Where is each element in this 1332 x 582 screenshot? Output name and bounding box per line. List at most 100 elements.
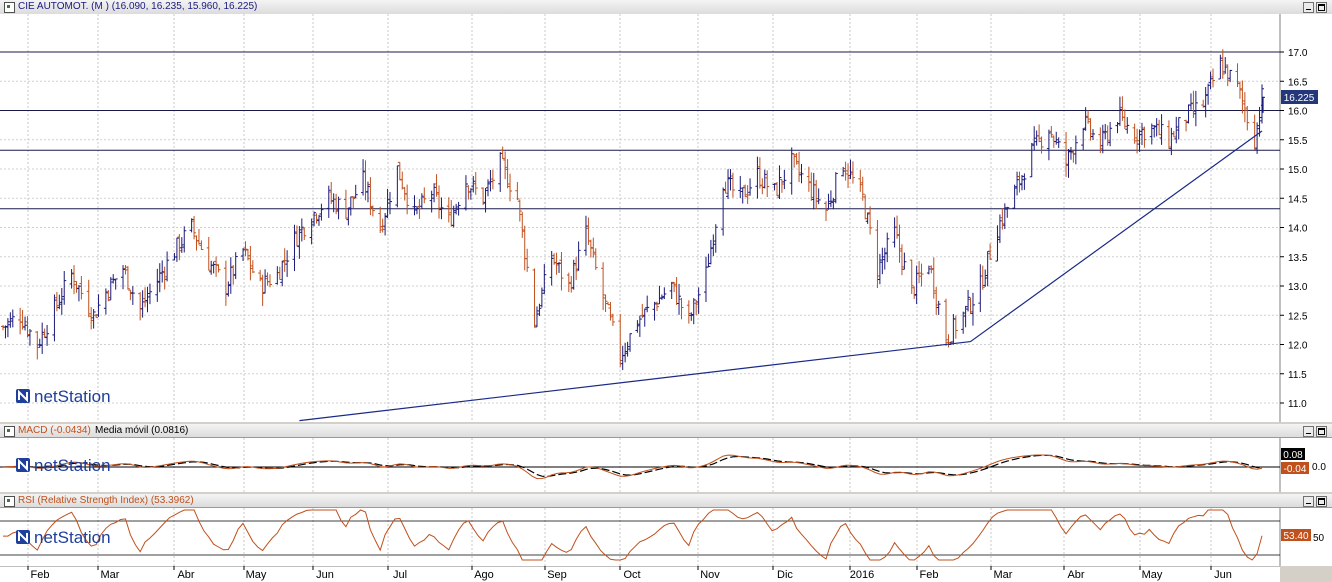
price-bar	[799, 163, 804, 184]
price-bar	[454, 203, 459, 215]
price-bar	[850, 161, 855, 184]
macd-logo-text: netStation	[34, 456, 111, 475]
price-bar	[1211, 68, 1216, 88]
price-bar	[380, 218, 385, 233]
maximize-icon[interactable]	[1316, 2, 1327, 13]
price-bar	[314, 213, 319, 224]
macd-value-badge	[1281, 462, 1309, 474]
price-bar	[223, 260, 228, 306]
price-bar	[456, 201, 461, 216]
price-bar	[405, 184, 410, 215]
macd-value: -0.04	[1284, 464, 1307, 475]
price-bar	[326, 185, 331, 218]
price-bar	[91, 309, 96, 329]
price-panel: CIE AUTOMOT. (M ) (16.090, 16.235, 15.96…	[0, 0, 1332, 422]
price-bar	[412, 195, 417, 216]
price-bar	[517, 199, 522, 222]
price-chart[interactable]: 11.0 11.5 12.0 12.5 13.0 13.5 14.0 14.5 15.0 15.5…	[0, 14, 1332, 422]
last-value-label: 16.225	[1284, 93, 1315, 104]
price-bar	[953, 315, 958, 339]
price-bar	[713, 224, 718, 253]
price-bar	[635, 320, 640, 333]
rsi-value-badge	[1281, 529, 1311, 541]
price-bar	[566, 272, 571, 293]
rsi-minimize-icon[interactable]	[1303, 496, 1314, 507]
price-bar	[490, 169, 495, 190]
price-bar	[370, 205, 375, 217]
price-bar	[422, 187, 427, 204]
price-bar	[1223, 57, 1228, 74]
price-bar	[451, 205, 456, 228]
price-bar	[5, 318, 10, 338]
price-tick-label: 15.5	[1288, 136, 1308, 147]
price-bar	[1137, 129, 1142, 152]
price-bar	[434, 174, 439, 197]
price-bar	[534, 306, 539, 328]
price-bar	[353, 184, 358, 199]
price-bar	[147, 283, 152, 305]
price-bar	[165, 251, 170, 282]
price-bar	[1174, 116, 1179, 144]
price-bar	[481, 187, 486, 206]
macd-minimize-icon[interactable]	[1303, 426, 1314, 437]
minimize-icon[interactable]	[1303, 2, 1314, 13]
x-tick-label: Oct	[623, 569, 640, 581]
price-bar	[1081, 128, 1086, 151]
price-bar	[27, 329, 32, 346]
price-bar	[1157, 119, 1162, 136]
price-bar	[174, 237, 179, 262]
price-bar	[963, 305, 968, 328]
trendline[interactable]	[299, 130, 1263, 422]
price-bar	[902, 252, 907, 270]
price-bar	[86, 279, 91, 318]
x-tick-label: Sep	[547, 569, 567, 581]
price-bar	[1242, 92, 1247, 123]
price-bar	[618, 314, 623, 367]
price-tick-label: 16.0	[1288, 107, 1308, 118]
price-bar	[143, 287, 148, 308]
price-bar	[1149, 123, 1154, 145]
price-bar	[936, 300, 941, 315]
price-bar	[537, 303, 542, 317]
price-bar	[309, 218, 314, 245]
price-bar	[1166, 120, 1171, 149]
price-bar	[833, 172, 838, 204]
price-bar	[145, 286, 150, 313]
netstation-logo: netStation	[16, 387, 111, 406]
price-bar	[934, 286, 939, 315]
price-bar	[1054, 131, 1059, 145]
price-bar	[37, 338, 42, 348]
price-bar	[765, 170, 770, 198]
price-bar	[388, 191, 393, 215]
price-bar	[659, 294, 664, 300]
rsi-chart[interactable]: 53.40 50 netStation	[0, 508, 1332, 566]
price-bar	[108, 277, 113, 301]
macd-maximize-icon[interactable]	[1316, 426, 1327, 437]
price-bar	[757, 157, 762, 189]
macd-chart[interactable]: 0.08 -0.04 0.0 netStation	[0, 438, 1332, 492]
price-bar	[1019, 174, 1024, 191]
price-bar	[432, 183, 437, 203]
x-tick-label: Jul	[393, 569, 407, 581]
price-bar	[1056, 137, 1061, 148]
price-bar	[1142, 126, 1147, 148]
price-bar	[603, 294, 608, 312]
chart-window-icon	[4, 2, 15, 13]
price-tick-label: 17.0	[1288, 48, 1308, 59]
price-bar	[336, 196, 341, 220]
price-bar	[103, 288, 108, 315]
price-bar	[160, 260, 165, 283]
price-bar	[35, 331, 40, 360]
price-bar	[574, 256, 579, 280]
price-bar	[245, 248, 250, 261]
price-bar	[814, 179, 819, 210]
rsi-maximize-icon[interactable]	[1316, 496, 1327, 507]
price-bar	[997, 214, 1002, 244]
x-tick-label: Feb	[31, 569, 50, 581]
x-tick-label: 2016	[850, 569, 874, 581]
price-bar	[140, 290, 145, 318]
price-bar	[583, 215, 588, 256]
price-bar	[679, 297, 684, 320]
price-bar	[263, 269, 268, 294]
macd-panel-titlebar: MACD (-0.0434) Media móvil (0.0816)	[0, 424, 1332, 438]
